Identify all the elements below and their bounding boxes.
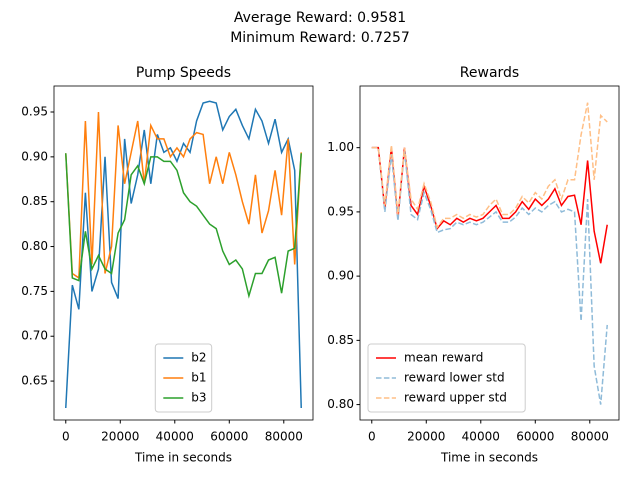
y-tick-label: 0.95 (21, 105, 48, 119)
x-axis-label: Time in seconds (440, 451, 538, 465)
legend-label: b3 (191, 391, 206, 405)
legend-label: reward lower std (404, 371, 505, 385)
y-tick-label: 0.80 (21, 239, 48, 253)
x-tick-label: 20000 (101, 430, 139, 444)
y-tick-label: 0.85 (327, 333, 354, 347)
line-series (371, 102, 608, 230)
y-tick-label: 0.90 (21, 149, 48, 163)
x-tick-label: 80000 (265, 430, 303, 444)
x-tick-label: 40000 (156, 430, 194, 444)
y-tick-label: 0.95 (327, 204, 354, 218)
x-axis-label: Time in seconds (134, 451, 232, 465)
legend: mean reward reward lower std reward upper … (367, 343, 526, 413)
legend-box (367, 343, 526, 413)
axes-title: Pump Speeds (136, 65, 231, 81)
x-tick-label: 80000 (571, 430, 609, 444)
y-tick-label: 0.70 (21, 329, 48, 343)
x-tick-label: 20000 (407, 430, 445, 444)
line-series (65, 100, 302, 409)
line-series (65, 153, 302, 299)
y-tick-label: 1.00 (327, 140, 354, 154)
legend-label: b1 (191, 371, 206, 385)
legend: b2 b1 b3 (154, 343, 213, 413)
axes-frame (359, 85, 620, 421)
y-tick-label: 0.85 (21, 194, 48, 208)
line-series (65, 111, 302, 280)
suptitle: Average Reward: 0.9581 (234, 10, 406, 26)
x-tick-label: 60000 (210, 430, 248, 444)
axes-title: Rewards (460, 65, 519, 81)
y-tick-label: 0.75 (21, 284, 48, 298)
y-tick-label: 0.65 (21, 374, 48, 388)
legend-box (154, 343, 213, 413)
line-series (371, 146, 608, 264)
x-tick-label: 0 (62, 430, 70, 444)
y-tick-label: 0.90 (327, 269, 354, 283)
x-tick-label: 40000 (462, 430, 500, 444)
line-series (371, 146, 608, 405)
x-tick-label: 0 (368, 430, 376, 444)
legend-label: mean reward (404, 351, 483, 365)
y-tick-label: 0.80 (327, 397, 354, 411)
x-tick-label: 60000 (516, 430, 554, 444)
suptitle: Minimum Reward: 0.7257 (230, 30, 410, 46)
axes-frame (53, 85, 314, 421)
legend-label: b2 (191, 351, 206, 365)
legend-label: reward upper std (404, 391, 507, 405)
